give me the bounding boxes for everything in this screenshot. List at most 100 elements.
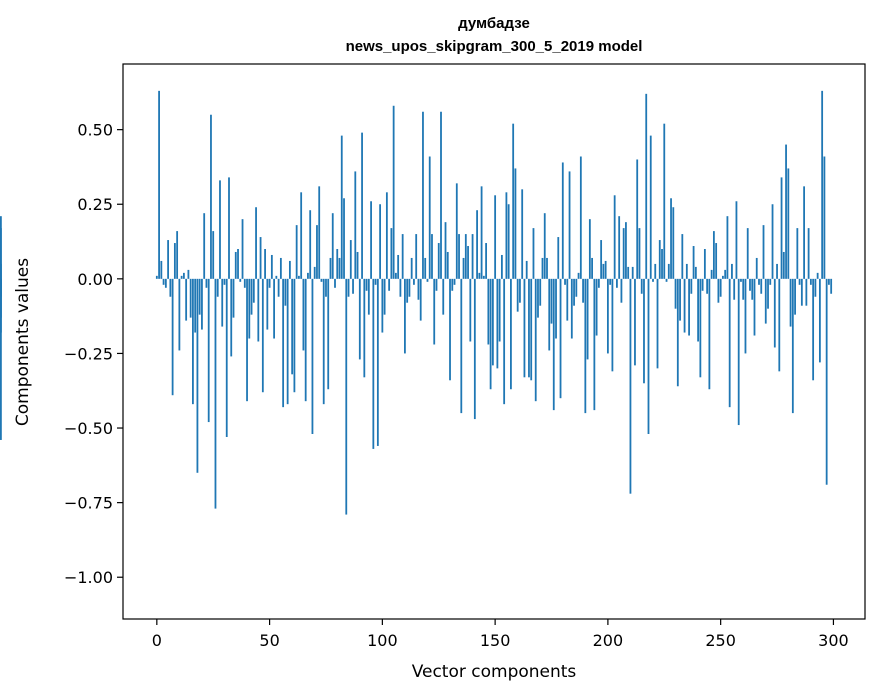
bar <box>552 278 555 411</box>
bar <box>338 257 341 279</box>
bar <box>805 278 808 306</box>
bar <box>318 186 321 279</box>
bar <box>352 278 354 294</box>
bar <box>397 254 400 279</box>
chart-title: думбадзе <box>458 15 530 32</box>
bar <box>803 186 805 279</box>
bar <box>746 228 749 279</box>
bar <box>223 278 226 285</box>
bar <box>248 278 251 339</box>
bar <box>812 278 815 381</box>
bar <box>638 228 641 279</box>
bar <box>365 278 368 291</box>
bar <box>818 278 821 363</box>
bar <box>629 278 632 494</box>
bar <box>753 278 756 336</box>
bar <box>347 278 350 297</box>
bar <box>507 204 510 279</box>
bar <box>706 278 709 294</box>
bar <box>523 278 526 378</box>
bar <box>604 260 607 279</box>
bar <box>169 278 172 297</box>
bar <box>381 278 384 333</box>
plot-frame <box>122 63 866 620</box>
bar <box>239 278 242 282</box>
bar <box>392 105 395 279</box>
bar <box>442 278 445 315</box>
bar <box>613 195 616 279</box>
bar <box>426 278 429 282</box>
bar <box>546 257 548 279</box>
bar <box>586 278 589 360</box>
bar <box>216 278 219 297</box>
bar <box>825 278 828 485</box>
bar <box>627 266 630 279</box>
bar <box>320 278 323 282</box>
bar <box>722 275 724 279</box>
bar <box>697 278 699 342</box>
bar <box>530 278 533 381</box>
bar <box>699 278 702 378</box>
bar <box>192 278 194 405</box>
bar <box>361 132 363 279</box>
bar <box>298 275 300 279</box>
bar <box>676 278 679 387</box>
bar <box>444 222 447 279</box>
bar <box>182 272 185 279</box>
bar <box>288 260 291 279</box>
bar <box>701 278 704 291</box>
bar <box>219 180 221 279</box>
bar <box>809 278 812 285</box>
bar <box>708 278 711 390</box>
bar <box>307 272 309 279</box>
bar <box>616 278 618 288</box>
bar <box>690 278 693 294</box>
bar <box>726 216 729 279</box>
bar <box>473 278 476 420</box>
bar <box>460 278 463 414</box>
bar <box>694 266 697 279</box>
bar <box>703 249 706 279</box>
bar <box>566 278 569 321</box>
bar <box>241 219 244 279</box>
bar <box>505 192 508 279</box>
bar <box>640 278 643 294</box>
bar <box>415 234 418 279</box>
bar <box>715 243 718 279</box>
bar <box>798 278 801 285</box>
bar <box>250 278 253 315</box>
bar <box>643 278 645 384</box>
bar <box>631 266 634 279</box>
bar <box>776 263 778 279</box>
bar <box>733 278 736 300</box>
bar <box>160 260 163 279</box>
bar <box>471 234 474 279</box>
bar <box>410 257 413 279</box>
bar <box>189 278 192 318</box>
bar <box>155 275 158 279</box>
bar <box>300 192 303 279</box>
bar <box>374 278 377 285</box>
bar <box>212 231 215 279</box>
bar <box>329 257 332 279</box>
bar <box>679 278 681 321</box>
y-axis: −1.00 −0.75 −0.50 −0.25 0.00 0.25 0.50 <box>64 121 123 587</box>
bar <box>830 278 833 294</box>
bar <box>782 251 785 279</box>
bar <box>259 237 262 279</box>
bar <box>600 240 603 279</box>
bar <box>561 162 564 279</box>
bar <box>685 263 688 279</box>
bar <box>237 249 239 279</box>
bar <box>422 111 424 279</box>
bar <box>313 266 316 279</box>
bar <box>277 278 280 297</box>
bar <box>634 278 636 366</box>
bar <box>372 278 375 449</box>
bar <box>597 278 600 288</box>
bar <box>500 254 503 279</box>
bar <box>791 278 794 414</box>
bar <box>503 278 506 405</box>
bar <box>354 171 357 279</box>
bar <box>185 278 188 321</box>
